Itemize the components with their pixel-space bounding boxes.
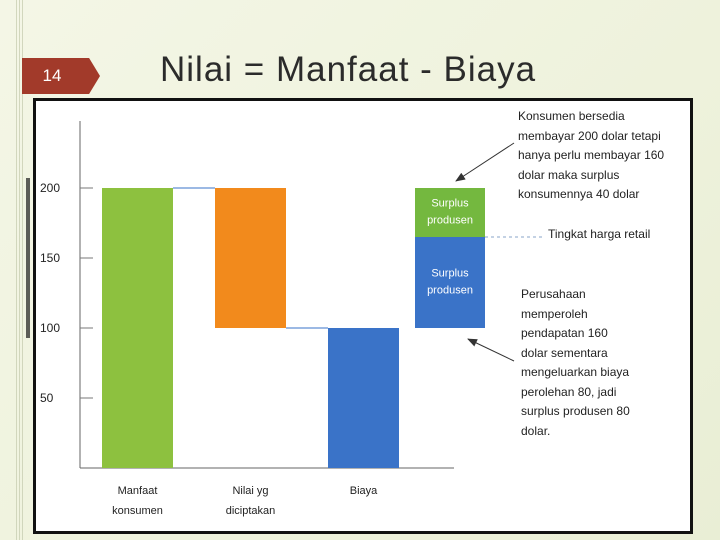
- consumer-note-arrow: [455, 142, 515, 182]
- slide-title: Nilai = Manfaat - Biaya: [160, 50, 537, 89]
- x-tick-label: Nilai yg: [232, 485, 268, 497]
- decorative-shadow-line: [26, 178, 30, 338]
- x-tick-label: konsumen: [112, 505, 163, 517]
- producer-note-arrow: [467, 338, 515, 362]
- decorative-left-rule: [16, 0, 24, 540]
- segment-label: produsen: [427, 285, 473, 297]
- x-tick-label: Biaya: [350, 485, 378, 497]
- bar: [215, 188, 286, 328]
- chart-panel: 200 150 100 50 Manfaat konsumen Nilai yg dicipt…: [33, 98, 693, 534]
- bar: [102, 188, 173, 468]
- consumer-surplus-note: Konsumen bersedia membayar 200 dolar tet…: [518, 109, 665, 201]
- segment-label: produsen: [427, 215, 473, 227]
- y-tick-label: 150: [40, 251, 60, 265]
- y-tick-label: 200: [40, 181, 60, 195]
- surplus-segment: [415, 188, 485, 237]
- slide-number-badge: 14: [22, 58, 100, 94]
- x-tick-label: diciptakan: [226, 505, 276, 517]
- x-tick-label: Manfaat: [118, 485, 158, 497]
- waterfall-chart: 200 150 100 50 Manfaat konsumen Nilai yg dicipt…: [40, 121, 544, 517]
- retail-price-label: Tingkat harga retail: [548, 227, 651, 241]
- producer-surplus-note: Perusahaan memperoleh pendapatan 160 dol…: [521, 287, 630, 438]
- y-tick-label: 50: [40, 391, 54, 405]
- y-tick-label: 100: [40, 321, 60, 335]
- surplus-segment: [415, 237, 485, 328]
- segment-label: Surplus: [431, 268, 469, 280]
- segment-label: Surplus: [431, 198, 469, 210]
- bar: [328, 328, 399, 468]
